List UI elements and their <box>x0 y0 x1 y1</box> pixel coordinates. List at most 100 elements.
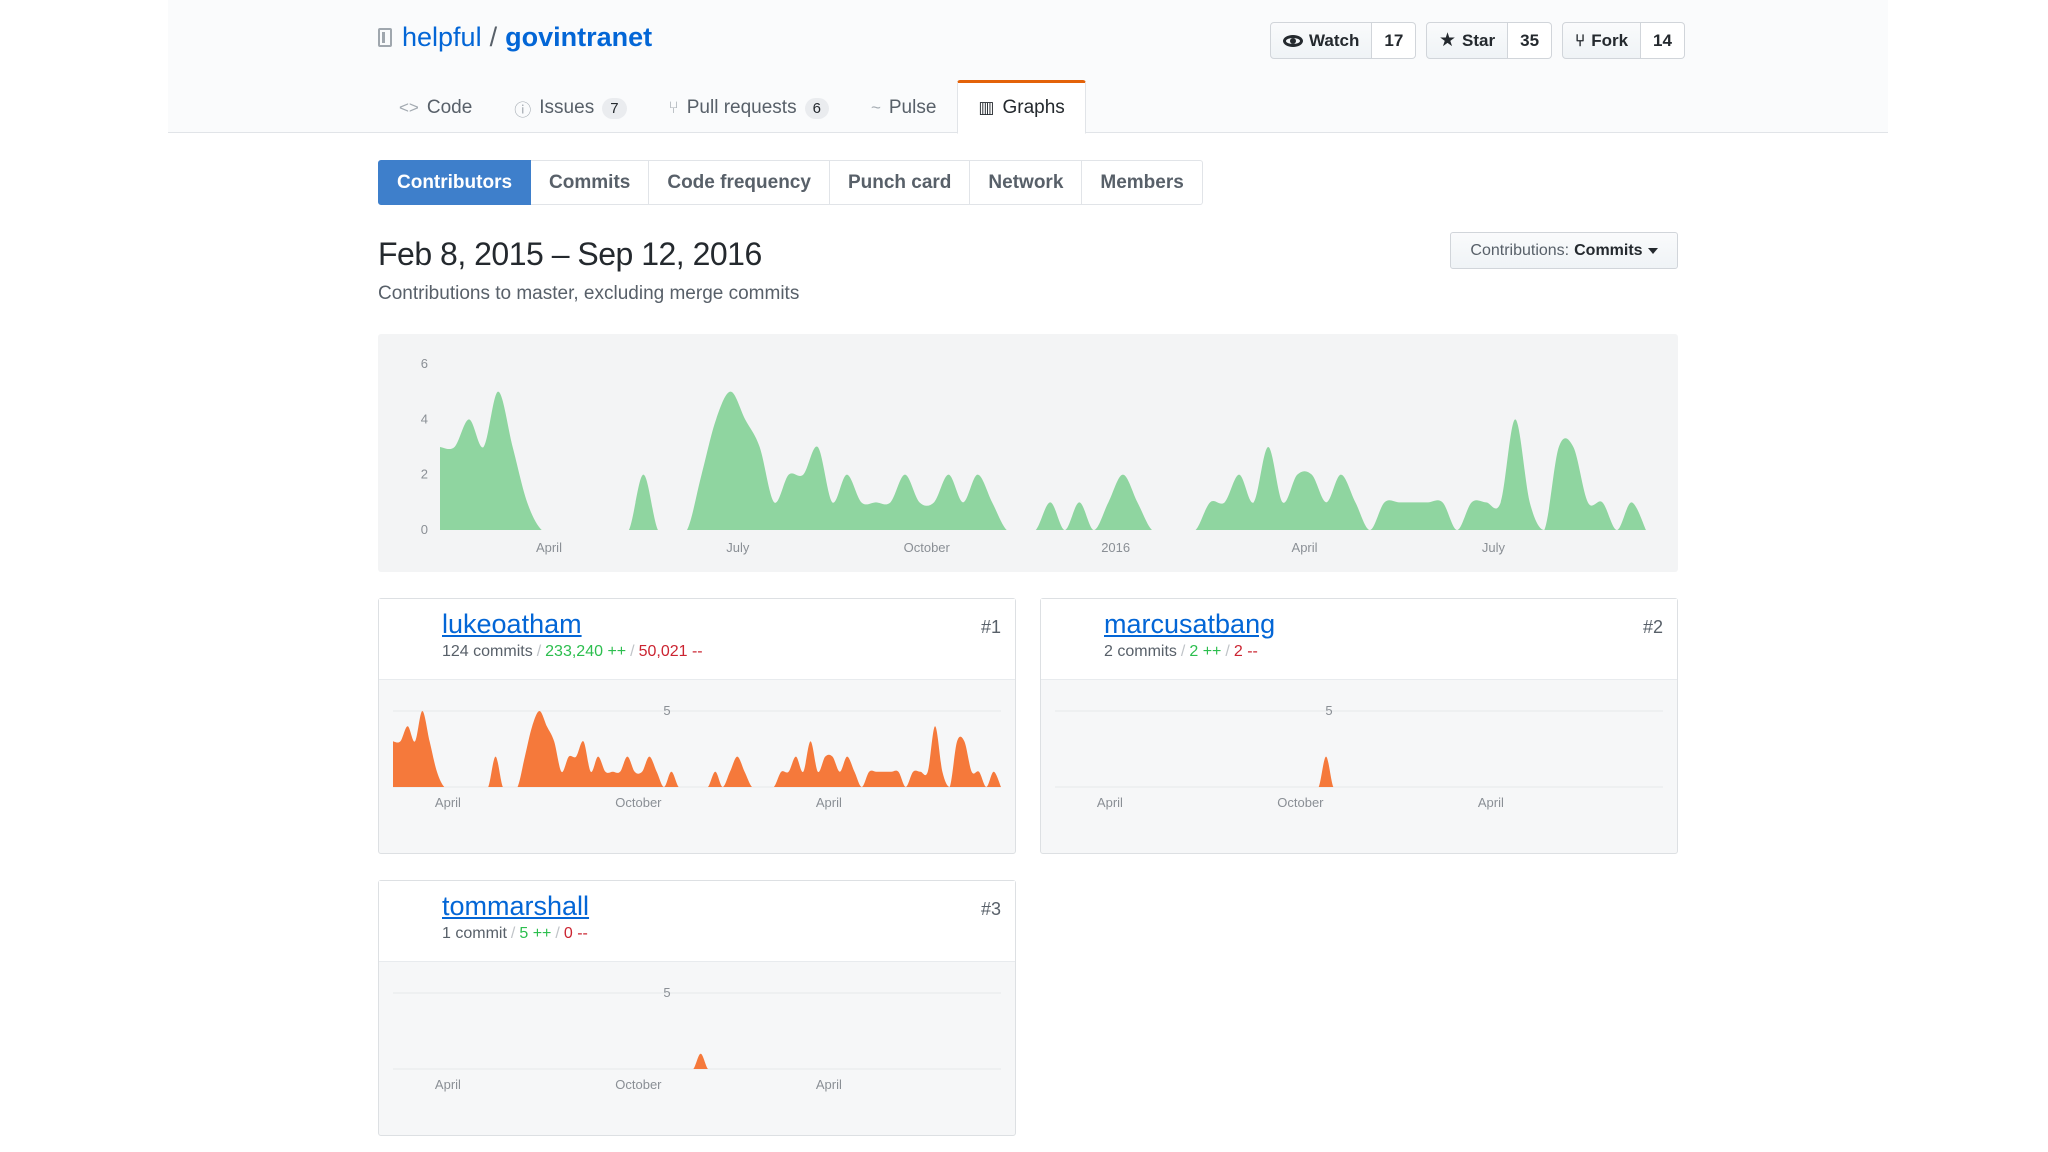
contributor-graph-1[interactable]: 5 April October April <box>379 681 1015 853</box>
x-tick-label: July <box>726 540 750 555</box>
x-tick-label: April <box>816 795 842 810</box>
x-tick-label: October <box>904 540 951 555</box>
x-tick-label: July <box>1482 540 1506 555</box>
y-tick-label: 4 <box>421 411 428 426</box>
contributor-commits-area <box>393 711 1001 787</box>
watch-action: Watch 17 <box>1270 22 1417 59</box>
x-tick-label: October <box>615 795 662 810</box>
contributions-graph[interactable]: 0 2 4 6 April July October 2016 April July <box>378 334 1678 572</box>
avatar-marcusatbang[interactable] <box>1054 613 1096 655</box>
tab-pulse[interactable]: ~ Pulse <box>850 80 957 134</box>
fork-button[interactable]: ⑂ Fork <box>1562 22 1642 59</box>
star-count[interactable]: 35 <box>1508 22 1553 59</box>
pull-requests-counter: 6 <box>804 97 829 119</box>
tab-code[interactable]: <> Code <box>378 80 493 134</box>
tab-pull-requests[interactable]: ⑂ Pull requests 6 <box>648 80 850 134</box>
contributor-stats: 1 commit/5 ++/0 -- <box>442 925 588 942</box>
fork-action: ⑂ Fork 14 <box>1562 22 1685 59</box>
avatar-lukeoatham[interactable] <box>392 613 434 655</box>
contributor-card-2: marcusatbang 2 commits/2 ++/2 -- #2 5 Apr… <box>1040 598 1678 854</box>
subnav-punch-card[interactable]: Punch card <box>829 160 971 205</box>
contributor-stats: 124 commits/233,240 ++/50,021 -- <box>442 643 703 660</box>
x-tick-label: April <box>1292 540 1318 555</box>
pulse-icon: ~ <box>870 98 881 117</box>
additions-count: 5 ++ <box>519 925 552 942</box>
tab-graphs-label: Graphs <box>1002 97 1065 118</box>
issues-counter: 7 <box>602 97 627 119</box>
fork-count[interactable]: 14 <box>1641 22 1685 59</box>
x-tick-label: October <box>615 1077 662 1092</box>
watch-count[interactable]: 17 <box>1372 22 1417 59</box>
overall-commits-area <box>440 391 1646 530</box>
date-range-subtitle: Contributions to master, excluding merge… <box>378 283 800 304</box>
x-tick-label: April <box>435 795 461 810</box>
tab-graphs[interactable]: ▥ Graphs <box>957 80 1086 134</box>
contributor-name-link[interactable]: tommarshall <box>442 891 590 921</box>
contributor-card-1: lukeoatham 124 commits/233,240 ++/50,021… <box>378 598 1016 854</box>
graph-icon: ▥ <box>978 98 995 117</box>
y-tick-label: 0 <box>421 522 428 537</box>
x-tick-label: April <box>816 1077 842 1092</box>
contributor-card-header: tommarshall 1 commit/5 ++/0 -- #3 <box>379 881 1015 962</box>
repo-name-link[interactable]: govintranet <box>505 22 653 52</box>
fork-label: Fork <box>1591 30 1629 50</box>
x-tick-label: October <box>1277 795 1324 810</box>
contributor-commits-area <box>393 1053 1001 1069</box>
y-tick-label: 2 <box>421 467 428 482</box>
caret-down-icon <box>1647 247 1658 254</box>
x-tick-label: 2016 <box>1101 540 1130 555</box>
contributor-card-header: lukeoatham 124 commits/233,240 ++/50,021… <box>379 599 1015 680</box>
repo-title: helpful / govintranet <box>378 22 652 53</box>
star-label: Star <box>1462 30 1496 50</box>
star-button[interactable]: ★ Star <box>1426 22 1509 59</box>
contributor-graph-2[interactable]: 5 April October April <box>1041 681 1677 853</box>
issue-icon: ⓘ <box>514 100 532 120</box>
tab-pulse-label: Pulse <box>888 97 937 118</box>
deletions-count: 0 -- <box>563 925 588 942</box>
subnav-contributors[interactable]: Contributors <box>378 160 532 205</box>
star-icon: ★ <box>1439 30 1457 51</box>
tab-issues-label: Issues <box>539 97 595 118</box>
contributor-rank: #3 <box>980 899 1001 919</box>
avatar-tommarshall[interactable] <box>392 895 434 937</box>
contributor-graph-3[interactable]: 5 April October April <box>379 963 1015 1135</box>
code-icon: <> <box>399 98 419 117</box>
contributor-card-header: marcusatbang 2 commits/2 ++/2 -- #2 <box>1041 599 1677 680</box>
contributor-card-3: tommarshall 1 commit/5 ++/0 -- #3 5 April… <box>378 880 1016 1136</box>
additions-count: 233,240 ++ <box>545 643 627 660</box>
deletions-count: 50,021 -- <box>638 643 703 660</box>
x-tick-label: April <box>1097 795 1123 810</box>
contributor-name-link[interactable]: lukeoatham <box>442 609 582 639</box>
subnav-members[interactable]: Members <box>1082 160 1203 205</box>
contributions-select[interactable]: Contributions: Commits <box>1450 232 1678 269</box>
repo-icon <box>378 28 392 47</box>
contributions-graph-svg: 0 2 4 6 April July October 2016 April July <box>421 356 1646 555</box>
repo-nav: <> Code ⓘ Issues 7 ⑂ Pull requests 6 ~ P… <box>378 80 1086 134</box>
contributor-rank: #1 <box>980 617 1001 637</box>
additions-count: 2 ++ <box>1189 643 1222 660</box>
subnav-commits[interactable]: Commits <box>531 160 650 205</box>
y-tick-label: 5 <box>1325 703 1332 718</box>
watch-label: Watch <box>1309 30 1360 50</box>
commit-count: 124 commits <box>442 643 533 660</box>
watch-button[interactable]: Watch <box>1270 22 1373 59</box>
x-tick-label: April <box>536 540 562 555</box>
deletions-count: 2 -- <box>1233 643 1258 660</box>
tab-pull-requests-label: Pull requests <box>686 97 797 118</box>
repo-owner-link[interactable]: helpful <box>402 22 482 52</box>
pull-request-icon: ⑂ <box>668 98 679 117</box>
eye-icon <box>1283 34 1303 47</box>
y-tick-label: 5 <box>663 985 670 1000</box>
commit-count: 1 commit <box>442 925 507 942</box>
contributor-commits-area <box>1055 756 1663 787</box>
contributor-name-link[interactable]: marcusatbang <box>1104 609 1276 639</box>
tab-issues[interactable]: ⓘ Issues 7 <box>493 80 647 134</box>
y-tick-label: 6 <box>421 356 428 371</box>
x-tick-label: April <box>1478 795 1504 810</box>
tab-code-label: Code <box>426 97 473 118</box>
commit-count: 2 commits <box>1104 643 1177 660</box>
subnav-code-frequency[interactable]: Code frequency <box>649 160 830 205</box>
subnav-network[interactable]: Network <box>970 160 1083 205</box>
fork-icon: ⑂ <box>1575 31 1586 50</box>
contributions-select-label: Contributions: <box>1470 241 1570 259</box>
